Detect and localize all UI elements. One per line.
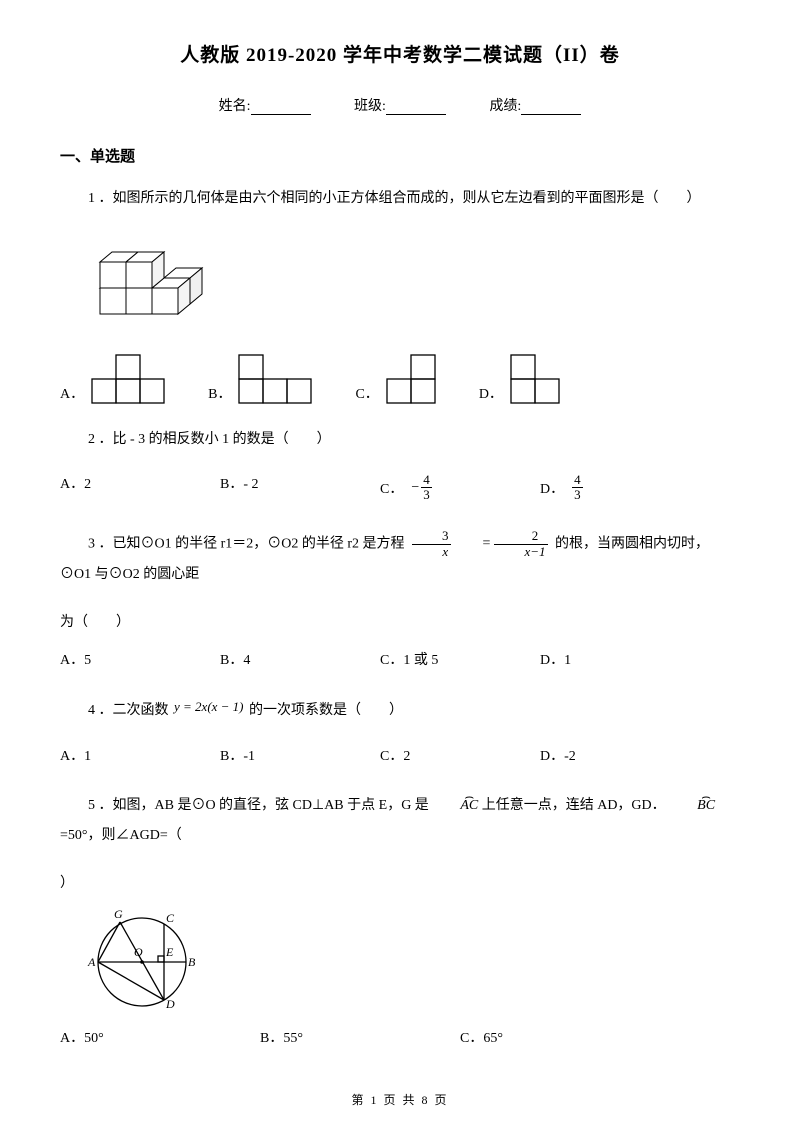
q4-options: A．1 B．-1 C．2 D．-2 — [60, 745, 740, 765]
q2-option-a: A．2 — [60, 473, 220, 503]
q4-option-b: B．-1 — [220, 745, 380, 765]
section-1-title: 一、单选题 — [60, 145, 740, 166]
q5-text-c: =50°，则∠AGD=（ — [60, 828, 196, 843]
exam-title: 人教版 2019-2020 学年中考数学二模试题（II）卷 — [60, 40, 740, 67]
q4-formula: y = 2x(x − 1) — [174, 699, 244, 714]
q5-circle-figure: A B C D G O E — [80, 906, 740, 1021]
q1-shape-b — [237, 351, 315, 405]
q3-option-d: D．1 — [540, 649, 700, 669]
q4-option-a: A．1 — [60, 745, 220, 765]
q4-option-d: D．-2 — [540, 745, 700, 765]
q5-text-a: 5 ．如图，AB 是⊙O 的直径，弦 CD⊥AB 于点 E，G 是 — [88, 798, 432, 813]
svg-text:D: D — [165, 997, 175, 1011]
fraction: 4 3 — [421, 473, 432, 503]
q4-option-c: C．2 — [380, 745, 540, 765]
q3-options: A．5 B．4 C．1 或 5 D．1 — [60, 649, 740, 669]
svg-text:B: B — [188, 955, 196, 969]
q2-option-d: D． 4 3 — [540, 473, 700, 503]
q5-option-a: A．50° — [60, 1027, 260, 1047]
q5-options: A．50° B．55° C．65° — [60, 1027, 740, 1047]
q5-option-c: C．65° — [460, 1027, 640, 1047]
q4-text-b: 的一次项系数是（ ） — [249, 703, 403, 718]
score-label: 成绩: — [489, 99, 521, 114]
q1-3d-figure — [90, 233, 740, 333]
name-label: 姓名: — [219, 99, 251, 114]
option-label-c: C． — [380, 478, 403, 498]
class-blank — [386, 114, 446, 115]
q5-text-b: 上任意一点，连结 AD，GD． — [482, 798, 666, 813]
svg-text:C: C — [166, 911, 175, 925]
svg-text:O: O — [134, 945, 143, 959]
q2-options: A．2 B．- 2 C． − 4 3 D． 4 3 — [60, 473, 740, 503]
question-5: 5 ．如图，AB 是⊙O 的直径，弦 CD⊥AB 于点 E，G 是 AC 上任意… — [60, 791, 740, 853]
q1-option-a: A． — [60, 351, 168, 405]
q1-option-c: C． — [355, 351, 438, 405]
q5-option-b: B．55° — [260, 1027, 460, 1047]
question-1: 1 ．如图所示的几何体是由六个相同的小正方体组合而成的，则从它左边看到的平面图形… — [60, 186, 740, 213]
q3-option-b: B．4 — [220, 649, 380, 669]
name-blank — [251, 114, 311, 115]
q3-option-c: C．1 或 5 — [380, 649, 540, 669]
q1-shape-a — [90, 351, 168, 405]
option-label-b: B． — [208, 383, 231, 405]
q3-option-a: A．5 — [60, 649, 220, 669]
score-blank — [521, 114, 581, 115]
q1-options: A． B． C． — [60, 351, 740, 405]
arc-ac: AC — [432, 791, 478, 822]
option-label-c: C． — [355, 383, 378, 405]
q2-option-b: B．- 2 — [220, 473, 380, 503]
class-label: 班级: — [354, 99, 386, 114]
q5-text-d: ） — [60, 872, 740, 892]
svg-text:E: E — [165, 945, 174, 959]
q1-option-b: B． — [208, 351, 315, 405]
page-footer: 第 1 页 共 8 页 — [0, 1091, 800, 1108]
option-label-d: D． — [479, 383, 503, 405]
fraction: 4 3 — [572, 473, 583, 503]
svg-text:A: A — [87, 955, 96, 969]
q1-option-d: D． — [479, 351, 563, 405]
student-info-row: 姓名: 班级: 成绩: — [60, 95, 740, 115]
q2-option-c: C． − 4 3 — [380, 473, 540, 503]
option-label-d: D． — [540, 478, 564, 498]
svg-text:G: G — [114, 907, 123, 921]
q3-text-a: 3 ．已知⊙O1 的半径 r1＝2，⊙O2 的半径 r2 是方程 — [88, 536, 405, 551]
minus-sign: − — [411, 480, 419, 496]
q1-shape-c — [385, 351, 439, 405]
q3-text-c: 为（ ） — [60, 611, 740, 631]
question-4: 4 ．二次函数 y = 2x(x − 1) 的一次项系数是（ ） — [60, 695, 740, 725]
option-label-a: A． — [60, 383, 84, 405]
arc-bc: BC — [669, 791, 715, 822]
q4-text-a: 4 ．二次函数 — [88, 703, 169, 718]
question-2: 2 ．比 - 3 的相反数小 1 的数是（ ） — [60, 427, 740, 454]
question-3: 3 ．已知⊙O1 的半径 r1＝2，⊙O2 的半径 r2 是方程 3x = 2x… — [60, 529, 740, 591]
q3-equation: 3x = 2x−1 — [412, 529, 547, 560]
q1-shape-d — [509, 351, 563, 405]
